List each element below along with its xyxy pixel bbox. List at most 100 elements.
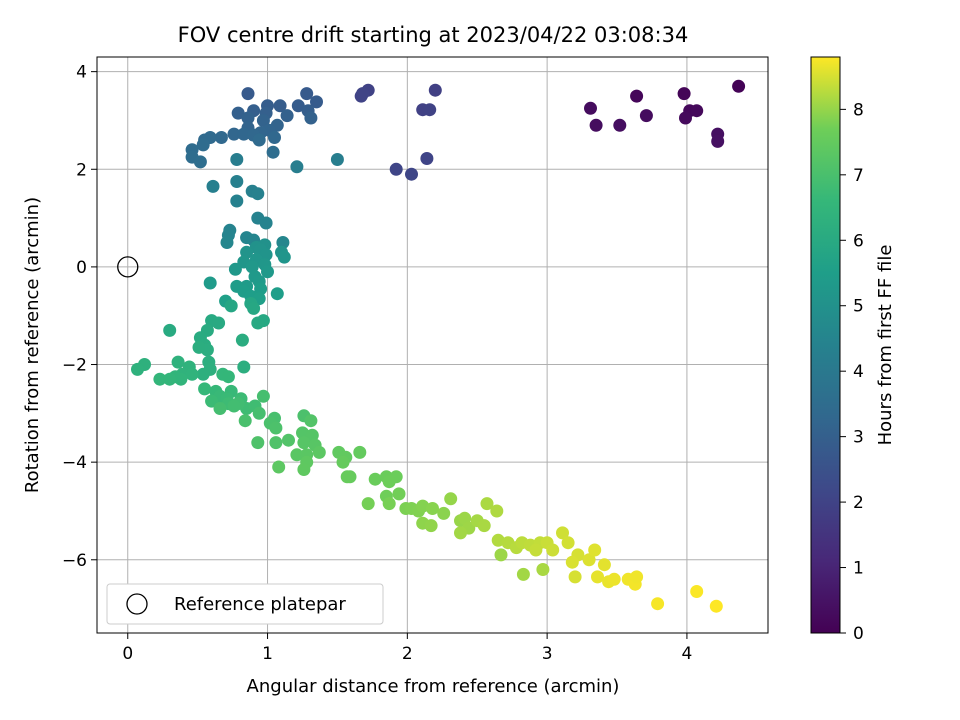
x-tick-label: 3 <box>542 644 553 664</box>
data-point <box>480 497 494 511</box>
colorbar-tick-label: 2 <box>853 493 864 513</box>
data-point <box>196 138 210 152</box>
data-point <box>268 131 281 144</box>
data-point <box>597 558 611 572</box>
data-point <box>709 599 723 613</box>
data-point <box>392 487 406 501</box>
data-point <box>241 111 255 125</box>
data-point <box>185 367 199 381</box>
colorbar-ticks: 0 1 2 3 4 5 6 7 8 <box>840 100 864 644</box>
data-point <box>426 502 439 515</box>
data-point <box>297 436 311 450</box>
x-tick-label: 0 <box>122 644 133 664</box>
data-point <box>251 187 265 201</box>
data-point <box>305 428 319 442</box>
data-point <box>690 585 704 598</box>
x-tick-label: 2 <box>402 644 413 664</box>
data-point <box>241 87 255 101</box>
data-point <box>256 114 270 127</box>
data-point <box>607 572 621 586</box>
y-tick-label: −4 <box>62 453 87 473</box>
data-point <box>273 99 287 113</box>
data-point <box>423 103 437 117</box>
data-point <box>171 355 185 369</box>
data-point <box>458 511 472 525</box>
data-point <box>252 133 266 147</box>
data-point <box>732 79 746 93</box>
colorbar-tick-label: 4 <box>853 362 864 382</box>
data-point <box>214 131 228 144</box>
data-point <box>276 236 290 249</box>
data-point <box>230 194 244 208</box>
data-point <box>228 262 242 276</box>
colorbar-gradient <box>810 56 841 634</box>
data-point <box>330 153 344 166</box>
data-point <box>193 155 207 169</box>
data-point <box>304 111 318 125</box>
data-point <box>416 499 430 513</box>
data-point <box>238 414 252 428</box>
data-point <box>290 448 304 462</box>
x-tick-label: 4 <box>682 644 693 664</box>
legend: Reference platepar <box>106 583 384 625</box>
data-point <box>174 372 188 386</box>
data-point <box>230 175 244 188</box>
data-point <box>270 287 284 301</box>
data-point <box>261 265 274 279</box>
data-point <box>259 248 273 262</box>
data-point <box>568 570 582 584</box>
y-tick-label: 4 <box>76 63 87 83</box>
data-point <box>588 543 602 557</box>
reference-marker <box>117 256 139 278</box>
data-point <box>546 543 560 557</box>
data-point <box>361 497 375 511</box>
data-point <box>428 83 442 97</box>
data-point <box>251 436 265 450</box>
data-point <box>536 563 550 576</box>
data-point <box>252 406 266 420</box>
data-point <box>300 87 314 101</box>
data-point <box>677 87 691 101</box>
plot-frame <box>96 56 769 634</box>
data-point <box>245 260 259 274</box>
plot-area <box>96 56 769 634</box>
data-point <box>227 127 241 141</box>
data-point <box>266 145 280 159</box>
data-point <box>224 299 238 313</box>
chart-title: FOV centre drift starting at 2023/04/22 … <box>178 23 689 47</box>
colorbar-tick-label: 1 <box>853 559 864 579</box>
data-point <box>280 109 294 123</box>
data-point <box>153 372 167 386</box>
data-point <box>220 236 234 249</box>
data-point <box>651 597 665 611</box>
x-tick-label: 1 <box>262 644 273 664</box>
data-point <box>556 526 569 540</box>
data-point <box>630 570 644 584</box>
data-point <box>454 526 467 540</box>
data-point <box>196 367 210 381</box>
data-point <box>690 104 704 118</box>
data-point <box>291 99 305 113</box>
data-point <box>259 216 273 230</box>
data-point <box>711 134 725 148</box>
colorbar-tick-label: 8 <box>853 100 864 120</box>
data-point <box>235 333 249 347</box>
y-axis: −6 −4 −2 0 2 4 <box>62 63 97 571</box>
data-point <box>205 394 219 408</box>
data-point <box>353 445 367 459</box>
data-point <box>221 370 235 384</box>
data-point <box>561 536 575 550</box>
data-point <box>256 389 270 403</box>
data-point <box>254 282 268 296</box>
data-point <box>212 316 226 330</box>
legend-marker-reference <box>126 593 148 615</box>
y-tick-label: −6 <box>62 551 87 571</box>
data-point <box>231 106 245 120</box>
data-point <box>584 101 597 115</box>
x-axis: 0 1 2 3 4 <box>122 633 692 664</box>
colorbar-tick-label: 6 <box>853 231 864 251</box>
data-point <box>163 372 177 386</box>
data-point <box>639 109 653 123</box>
data-point <box>192 340 206 354</box>
